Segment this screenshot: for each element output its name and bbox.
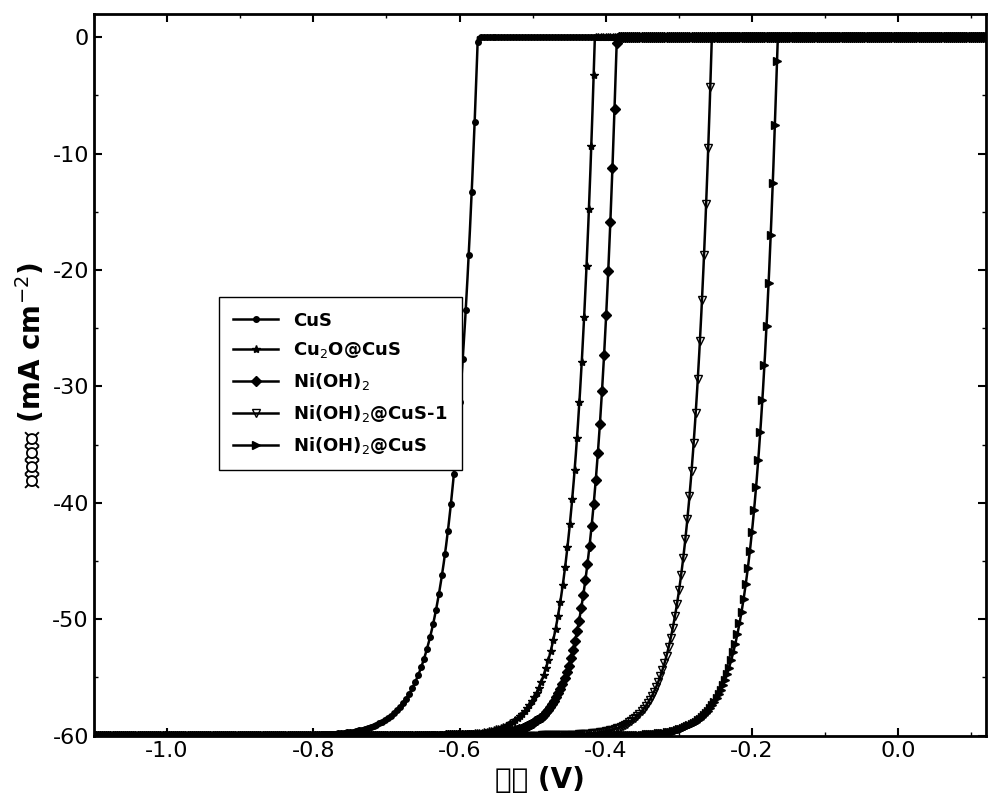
Cu$_2$O@CuS [589,32,601,42]
Ni(OH)$_2$@CuS-1 [190,731,202,741]
Cu$_2$O@CuS [243,731,255,741]
Ni(OH)$_2$ [469,730,481,740]
Ni(OH)$_2$@CuS [243,731,255,741]
Ni(OH)$_2$@CuS-1 [706,32,718,42]
Ni(OH)$_2$@CuS [867,32,879,42]
Cu$_2$O@CuS [867,32,879,42]
Y-axis label: 电流密度 (mA cm$^{-2}$): 电流密度 (mA cm$^{-2}$) [14,262,47,488]
CuS [469,116,481,126]
Line: Ni(OH)$_2$@CuS: Ni(OH)$_2$@CuS [90,33,990,740]
Ni(OH)$_2$@CuS-1 [88,731,100,741]
Ni(OH)$_2$ [611,32,623,42]
CuS [963,32,975,42]
X-axis label: 电压 (V): 电压 (V) [495,766,585,794]
Ni(OH)$_2$ [963,32,975,42]
Legend: CuS, Cu$_2$O@CuS, Ni(OH)$_2$, Ni(OH)$_2$@CuS-1, Ni(OH)$_2$@CuS: CuS, Cu$_2$O@CuS, Ni(OH)$_2$, Ni(OH)$_2$… [219,297,462,470]
CuS [430,605,442,615]
CuS [980,32,992,42]
Ni(OH)$_2$@CuS-1 [469,731,481,741]
Line: Ni(OH)$_2$@CuS-1: Ni(OH)$_2$@CuS-1 [90,33,990,740]
Ni(OH)$_2$@CuS [190,731,202,741]
Line: CuS: CuS [91,35,989,739]
CuS [472,32,484,42]
Ni(OH)$_2$@CuS-1 [243,731,255,741]
Ni(OH)$_2$@CuS [430,731,442,741]
Ni(OH)$_2$@CuS-1 [867,32,879,42]
Cu$_2$O@CuS [88,731,100,741]
Ni(OH)$_2$@CuS-1 [430,731,442,741]
Ni(OH)$_2$@CuS [469,731,481,741]
Ni(OH)$_2$@CuS [980,32,992,42]
Ni(OH)$_2$@CuS [963,32,975,42]
Ni(OH)$_2$@CuS-1 [980,32,992,42]
Line: Cu$_2$O@CuS: Cu$_2$O@CuS [90,33,990,740]
Ni(OH)$_2$ [867,32,879,42]
CuS [867,32,879,42]
Ni(OH)$_2$@CuS-1 [963,32,975,42]
Ni(OH)$_2$ [980,32,992,42]
Ni(OH)$_2$ [88,731,100,741]
Cu$_2$O@CuS [469,729,481,739]
Ni(OH)$_2$@CuS [772,32,784,42]
CuS [243,730,255,740]
Ni(OH)$_2$ [243,731,255,741]
Cu$_2$O@CuS [963,32,975,42]
Cu$_2$O@CuS [980,32,992,42]
CuS [88,731,100,741]
Ni(OH)$_2$@CuS [88,731,100,741]
Cu$_2$O@CuS [190,731,202,741]
Ni(OH)$_2$ [430,730,442,740]
Cu$_2$O@CuS [430,730,442,740]
Ni(OH)$_2$ [190,731,202,741]
Line: Ni(OH)$_2$: Ni(OH)$_2$ [90,34,990,739]
CuS [190,731,202,741]
